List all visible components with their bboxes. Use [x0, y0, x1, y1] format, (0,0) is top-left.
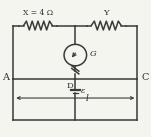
Text: A: A: [2, 73, 9, 82]
Text: Y: Y: [103, 9, 109, 18]
Text: l: l: [85, 94, 88, 103]
Text: G: G: [89, 50, 96, 58]
Text: D: D: [66, 82, 73, 90]
Text: X = 4 Ω: X = 4 Ω: [23, 9, 53, 18]
Text: ε: ε: [81, 87, 85, 95]
Text: C: C: [141, 73, 149, 82]
